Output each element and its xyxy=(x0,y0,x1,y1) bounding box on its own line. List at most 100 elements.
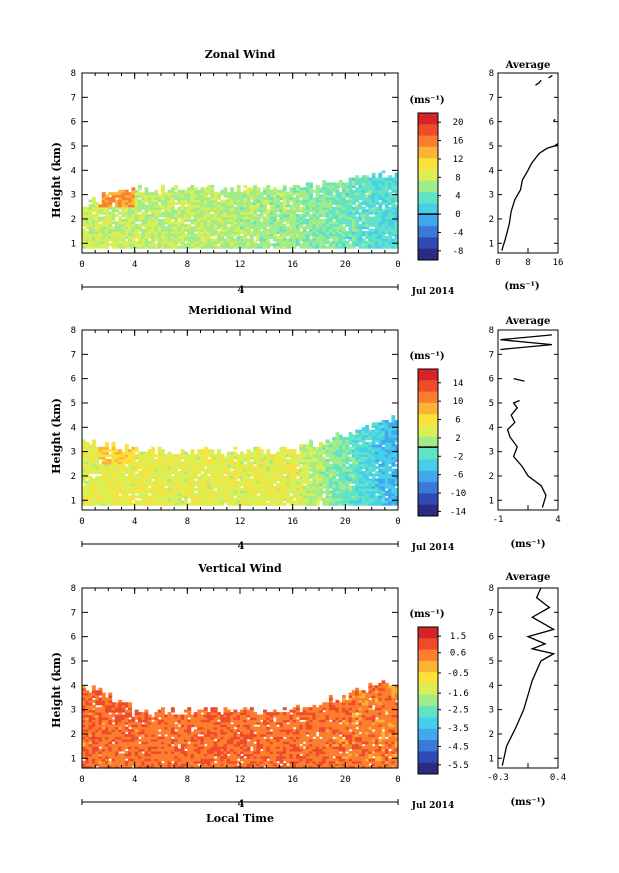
heatmap-cell xyxy=(101,454,106,458)
heatmap-cell xyxy=(292,500,297,504)
heatmap-cell xyxy=(371,223,376,227)
heatmap-cell xyxy=(210,231,215,235)
heatmap-cell xyxy=(302,456,307,460)
heatmap-cell xyxy=(85,751,90,754)
heatmap-cell xyxy=(391,211,396,215)
heatmap-cell xyxy=(131,480,136,484)
heatmap-cell xyxy=(289,478,294,482)
heatmap-cell xyxy=(332,231,337,235)
heatmap-cell xyxy=(322,231,327,235)
heatmap-cell xyxy=(98,490,103,494)
heatmap-cell xyxy=(203,231,208,235)
heatmap-cell xyxy=(378,218,383,222)
heatmap-cell xyxy=(197,209,202,213)
heatmap-cell xyxy=(167,228,172,232)
heatmap-cell xyxy=(375,180,379,183)
heatmap-cell xyxy=(207,483,211,487)
heatmap-cell xyxy=(282,201,287,205)
heatmap-cell xyxy=(292,223,297,227)
heatmap-cell xyxy=(305,233,310,237)
heatmap-cell xyxy=(177,473,182,477)
heatmap-cell xyxy=(302,473,307,477)
heatmap-cell xyxy=(332,194,337,198)
heatmap-cell xyxy=(243,223,248,227)
heatmap-cell xyxy=(371,497,376,501)
heatmap-cell xyxy=(338,218,343,222)
heatmap-cell xyxy=(276,240,281,244)
heatmap-cell xyxy=(111,502,116,506)
heatmap-cell xyxy=(128,214,132,218)
heatmap-cell xyxy=(351,194,356,198)
heatmap-cell xyxy=(207,502,211,506)
heatmap-cell xyxy=(98,243,103,247)
heatmap-cell xyxy=(174,226,179,230)
heatmap-cell xyxy=(128,495,132,499)
heatmap-cell xyxy=(282,449,287,453)
heatmap-cell xyxy=(111,233,116,237)
heatmap-cell xyxy=(167,497,172,501)
heatmap-cell xyxy=(154,478,159,482)
heatmap-cell xyxy=(391,451,396,455)
heatmap-cell xyxy=(246,201,251,205)
heatmap-cell xyxy=(243,184,248,188)
heatmap-cell xyxy=(207,187,211,191)
heatmap-cell xyxy=(85,475,90,479)
heatmap-cell xyxy=(236,488,241,492)
heatmap-cell xyxy=(266,245,271,249)
heatmap-cell xyxy=(190,475,195,479)
heatmap-cell xyxy=(282,461,287,465)
heatmap-cell xyxy=(394,206,399,210)
heatmap-cell xyxy=(348,197,353,201)
heatmap-cell xyxy=(190,236,195,239)
heatmap-cell xyxy=(365,216,369,220)
heatmap-cell xyxy=(368,500,373,504)
heatmap-cell xyxy=(319,231,323,235)
heatmap-cell xyxy=(114,456,119,460)
heatmap-cell xyxy=(361,480,366,484)
heatmap-cell xyxy=(312,209,317,213)
heatmap-cell xyxy=(164,454,169,458)
heatmap-cell xyxy=(325,199,330,203)
heatmap-cell xyxy=(131,189,136,193)
heatmap-cell xyxy=(394,223,399,227)
heatmap-cell xyxy=(82,716,86,720)
heatmap-cell xyxy=(276,458,281,462)
heatmap-cell xyxy=(259,461,264,465)
heatmap-cell xyxy=(213,204,218,208)
heatmap-cell xyxy=(378,456,383,460)
heatmap-cell xyxy=(197,475,202,479)
heatmap-cell xyxy=(371,236,376,239)
heatmap-cell xyxy=(253,495,258,499)
heatmap-cell xyxy=(361,456,366,460)
heatmap-cell xyxy=(91,206,96,210)
heatmap-cell xyxy=(246,458,251,462)
heatmap-cell xyxy=(200,209,205,213)
heatmap-cell xyxy=(322,221,327,225)
profile-y-tick-label: 1 xyxy=(489,239,494,249)
heatmap-cell xyxy=(111,446,116,450)
heatmap-cell xyxy=(164,468,169,472)
heatmap-cell xyxy=(325,497,330,501)
heatmap-cell xyxy=(276,495,281,499)
heatmap-cell xyxy=(85,240,90,244)
heatmap-cell xyxy=(154,197,159,201)
heatmap-cell xyxy=(332,199,337,203)
heatmap-cell xyxy=(121,192,126,196)
heatmap-cell xyxy=(217,468,221,472)
heatmap-cell xyxy=(187,483,192,487)
heatmap-cell xyxy=(131,473,136,477)
heatmap-cell xyxy=(292,197,297,201)
heatmap-cell xyxy=(302,497,307,501)
heatmap-cell xyxy=(355,456,360,460)
heatmap-cell xyxy=(384,197,389,201)
heatmap-cell xyxy=(111,500,116,504)
heatmap-cell xyxy=(348,493,353,496)
heatmap-cell xyxy=(177,209,182,213)
heatmap-cell xyxy=(309,216,313,220)
heatmap-cell xyxy=(197,236,202,239)
heatmap-cell xyxy=(91,480,96,484)
heatmap-cell xyxy=(388,175,392,179)
heatmap-cell xyxy=(164,216,169,220)
heatmap-cell xyxy=(391,231,396,235)
heatmap-cell xyxy=(217,456,221,460)
